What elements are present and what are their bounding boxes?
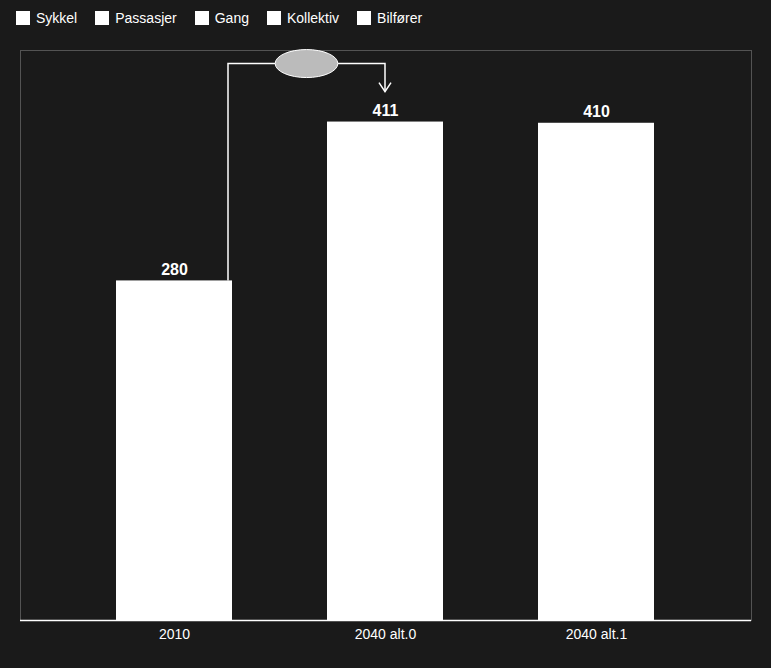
svg-text:280: 280 — [161, 261, 188, 278]
svg-text:2040 alt.0: 2040 alt.0 — [355, 626, 417, 642]
html-text:Kollektiv: Kollektiv — [287, 10, 340, 26]
html-text:Bilfører: Bilfører — [377, 10, 423, 26]
svg-text:410: 410 — [583, 103, 610, 120]
html-text:Gang: Gang — [214, 10, 249, 26]
svg-text:2040 alt.1: 2040 alt.1 — [566, 626, 628, 642]
html-text:Sykkel: Sykkel — [36, 10, 78, 26]
svg-text:2010: 2010 — [159, 626, 190, 642]
svg-text:411: 411 — [373, 102, 399, 119]
html-text:Passasjer: Passasjer — [115, 10, 177, 26]
